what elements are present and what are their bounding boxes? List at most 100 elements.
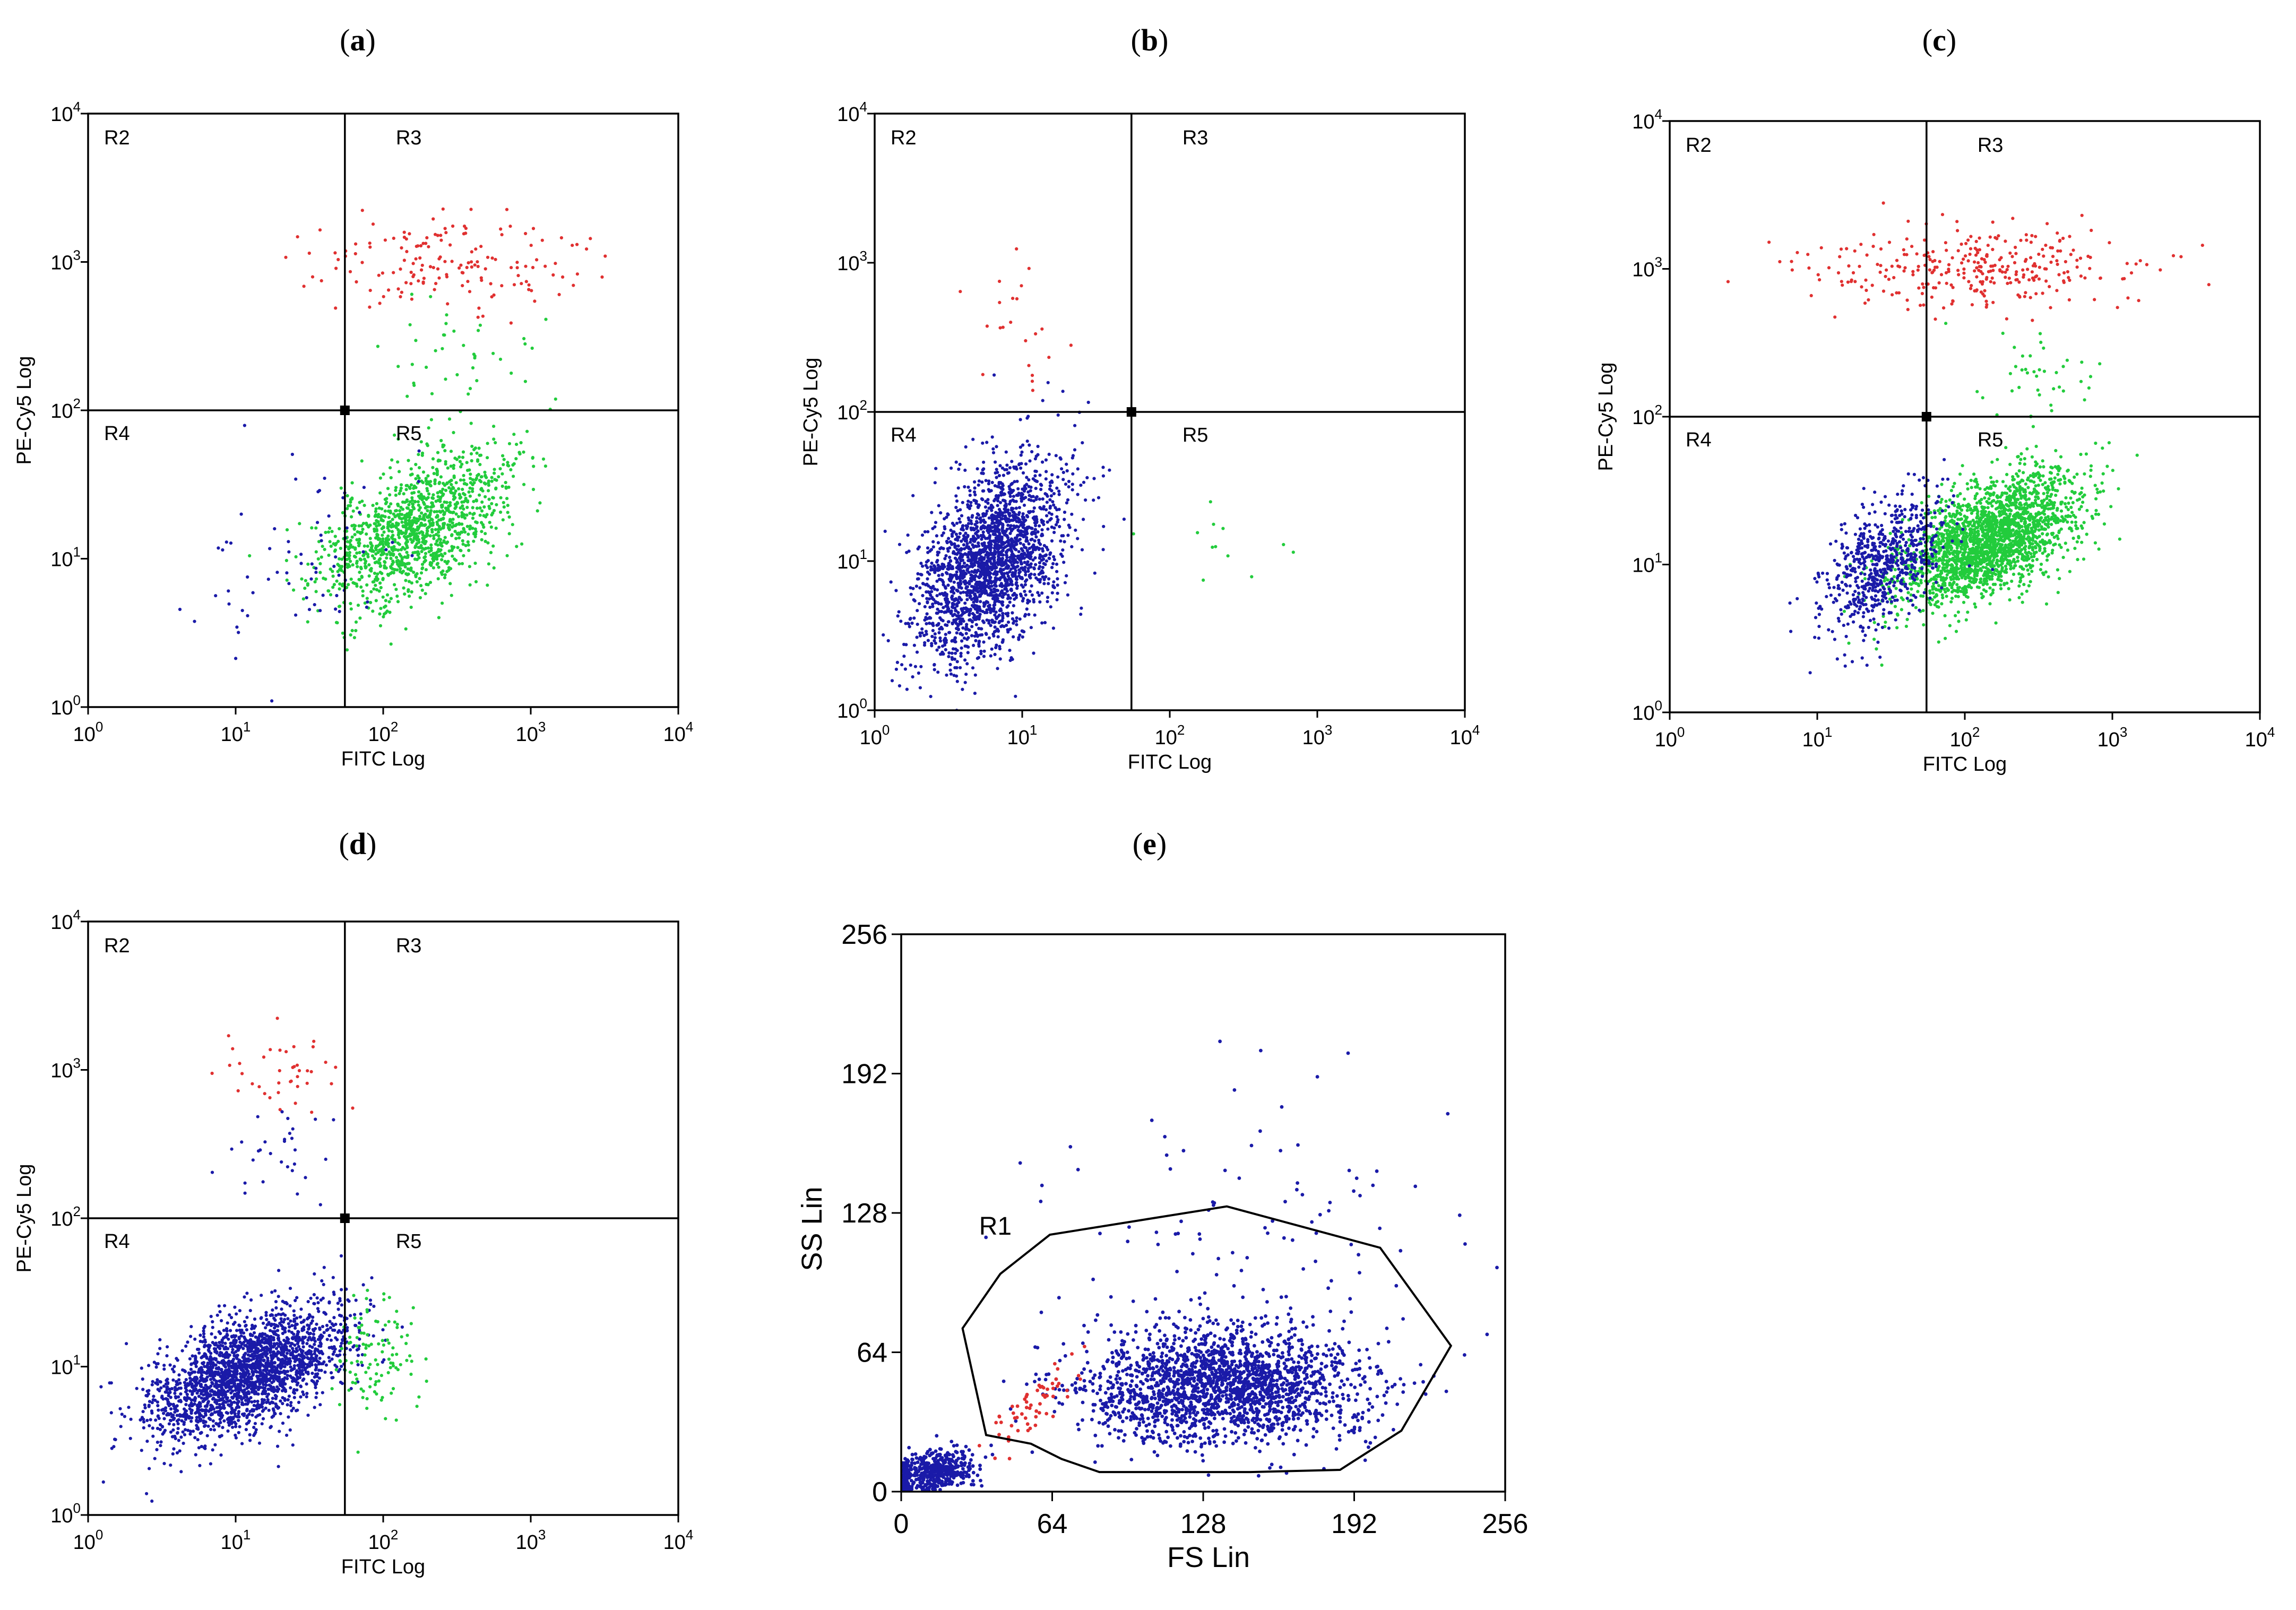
data-point: [1108, 468, 1111, 472]
data-point: [510, 266, 513, 270]
data-point: [972, 600, 976, 604]
data-point: [987, 586, 991, 589]
data-point: [1049, 551, 1052, 555]
data-point: [1016, 564, 1020, 568]
data-point: [543, 464, 547, 468]
data-point: [354, 628, 358, 633]
data-point: [1009, 589, 1013, 592]
data-point: [1001, 638, 1005, 642]
data-point: [981, 562, 985, 565]
data-point: [471, 483, 474, 487]
data-point: [510, 371, 513, 375]
data-point: [507, 485, 511, 489]
data-point: [1966, 554, 1970, 557]
data-point: [976, 529, 980, 533]
data-point: [2056, 506, 2059, 511]
data-point: [318, 571, 322, 574]
data-point: [322, 576, 325, 580]
data-point: [973, 490, 977, 494]
data-point: [410, 363, 414, 366]
data-point: [971, 437, 975, 441]
data-point: [417, 490, 421, 494]
data-point: [964, 445, 968, 449]
data-point: [2066, 469, 2069, 473]
data-point: [379, 564, 383, 567]
data-point: [1008, 494, 1012, 498]
data-point: [509, 321, 513, 325]
data-point: [946, 547, 950, 550]
data-point: [961, 501, 964, 504]
data-point: [1938, 511, 1942, 515]
data-point: [1940, 497, 1944, 501]
data-point: [986, 498, 990, 502]
data-point: [378, 543, 382, 546]
data-point: [448, 582, 452, 586]
data-point: [416, 525, 420, 529]
data-point: [944, 648, 947, 652]
data-point: [442, 516, 445, 520]
data-point: [985, 591, 988, 595]
data-point: [955, 660, 959, 664]
data-point: [2029, 552, 2033, 556]
data-point: [316, 557, 320, 561]
data-point: [2075, 540, 2079, 544]
data-point: [996, 504, 999, 507]
data-point: [373, 514, 377, 518]
data-point: [1050, 539, 1054, 543]
data-point: [1880, 663, 1884, 667]
region-label-r5: R5: [1182, 424, 1209, 446]
data-point: [369, 542, 373, 546]
data-point: [923, 641, 927, 644]
data-point: [1048, 484, 1052, 488]
data-point: [1922, 530, 1926, 534]
data-point: [909, 616, 912, 621]
data-point: [387, 600, 391, 604]
data-point: [299, 553, 303, 556]
data-point: [973, 569, 977, 572]
data-point: [992, 521, 996, 525]
data-point: [1034, 332, 1038, 336]
gate-handle[interactable]: [340, 406, 350, 415]
data-point: [436, 234, 439, 237]
data-point: [385, 556, 389, 560]
data-point: [361, 554, 365, 557]
data-point: [1061, 548, 1065, 552]
data-point: [930, 511, 934, 514]
data-point: [929, 593, 933, 597]
data-point: [2010, 579, 2014, 583]
data-point: [461, 455, 465, 459]
data-point: [438, 510, 442, 513]
gate-handle[interactable]: [1126, 407, 1136, 417]
data-point: [420, 588, 424, 592]
data-point: [409, 537, 412, 541]
data-point: [1963, 585, 1967, 589]
data-point: [2046, 515, 2050, 519]
data-point: [1017, 492, 1021, 495]
x-tick-label: 102: [368, 719, 399, 746]
data-point: [947, 651, 951, 655]
data-point: [937, 645, 941, 649]
data-point: [1019, 523, 1023, 527]
data-point: [402, 492, 405, 496]
data-point: [349, 500, 352, 504]
data-point: [389, 502, 393, 506]
data-point: [318, 228, 322, 232]
data-point: [967, 551, 971, 555]
data-point: [1000, 600, 1004, 604]
data-point: [439, 548, 443, 552]
data-point: [480, 475, 484, 479]
data-point: [347, 547, 351, 551]
data-point: [918, 634, 922, 638]
data-point: [489, 282, 493, 286]
data-point: [453, 496, 456, 500]
data-point: [500, 233, 504, 237]
data-point: [404, 518, 408, 522]
data-point: [473, 354, 477, 358]
data-point: [1026, 415, 1030, 418]
data-point: [2021, 600, 2024, 604]
data-point: [943, 525, 946, 529]
data-point: [463, 516, 467, 520]
data-point: [1020, 594, 1023, 598]
data-point: [969, 540, 972, 544]
data-point: [1018, 418, 1022, 421]
